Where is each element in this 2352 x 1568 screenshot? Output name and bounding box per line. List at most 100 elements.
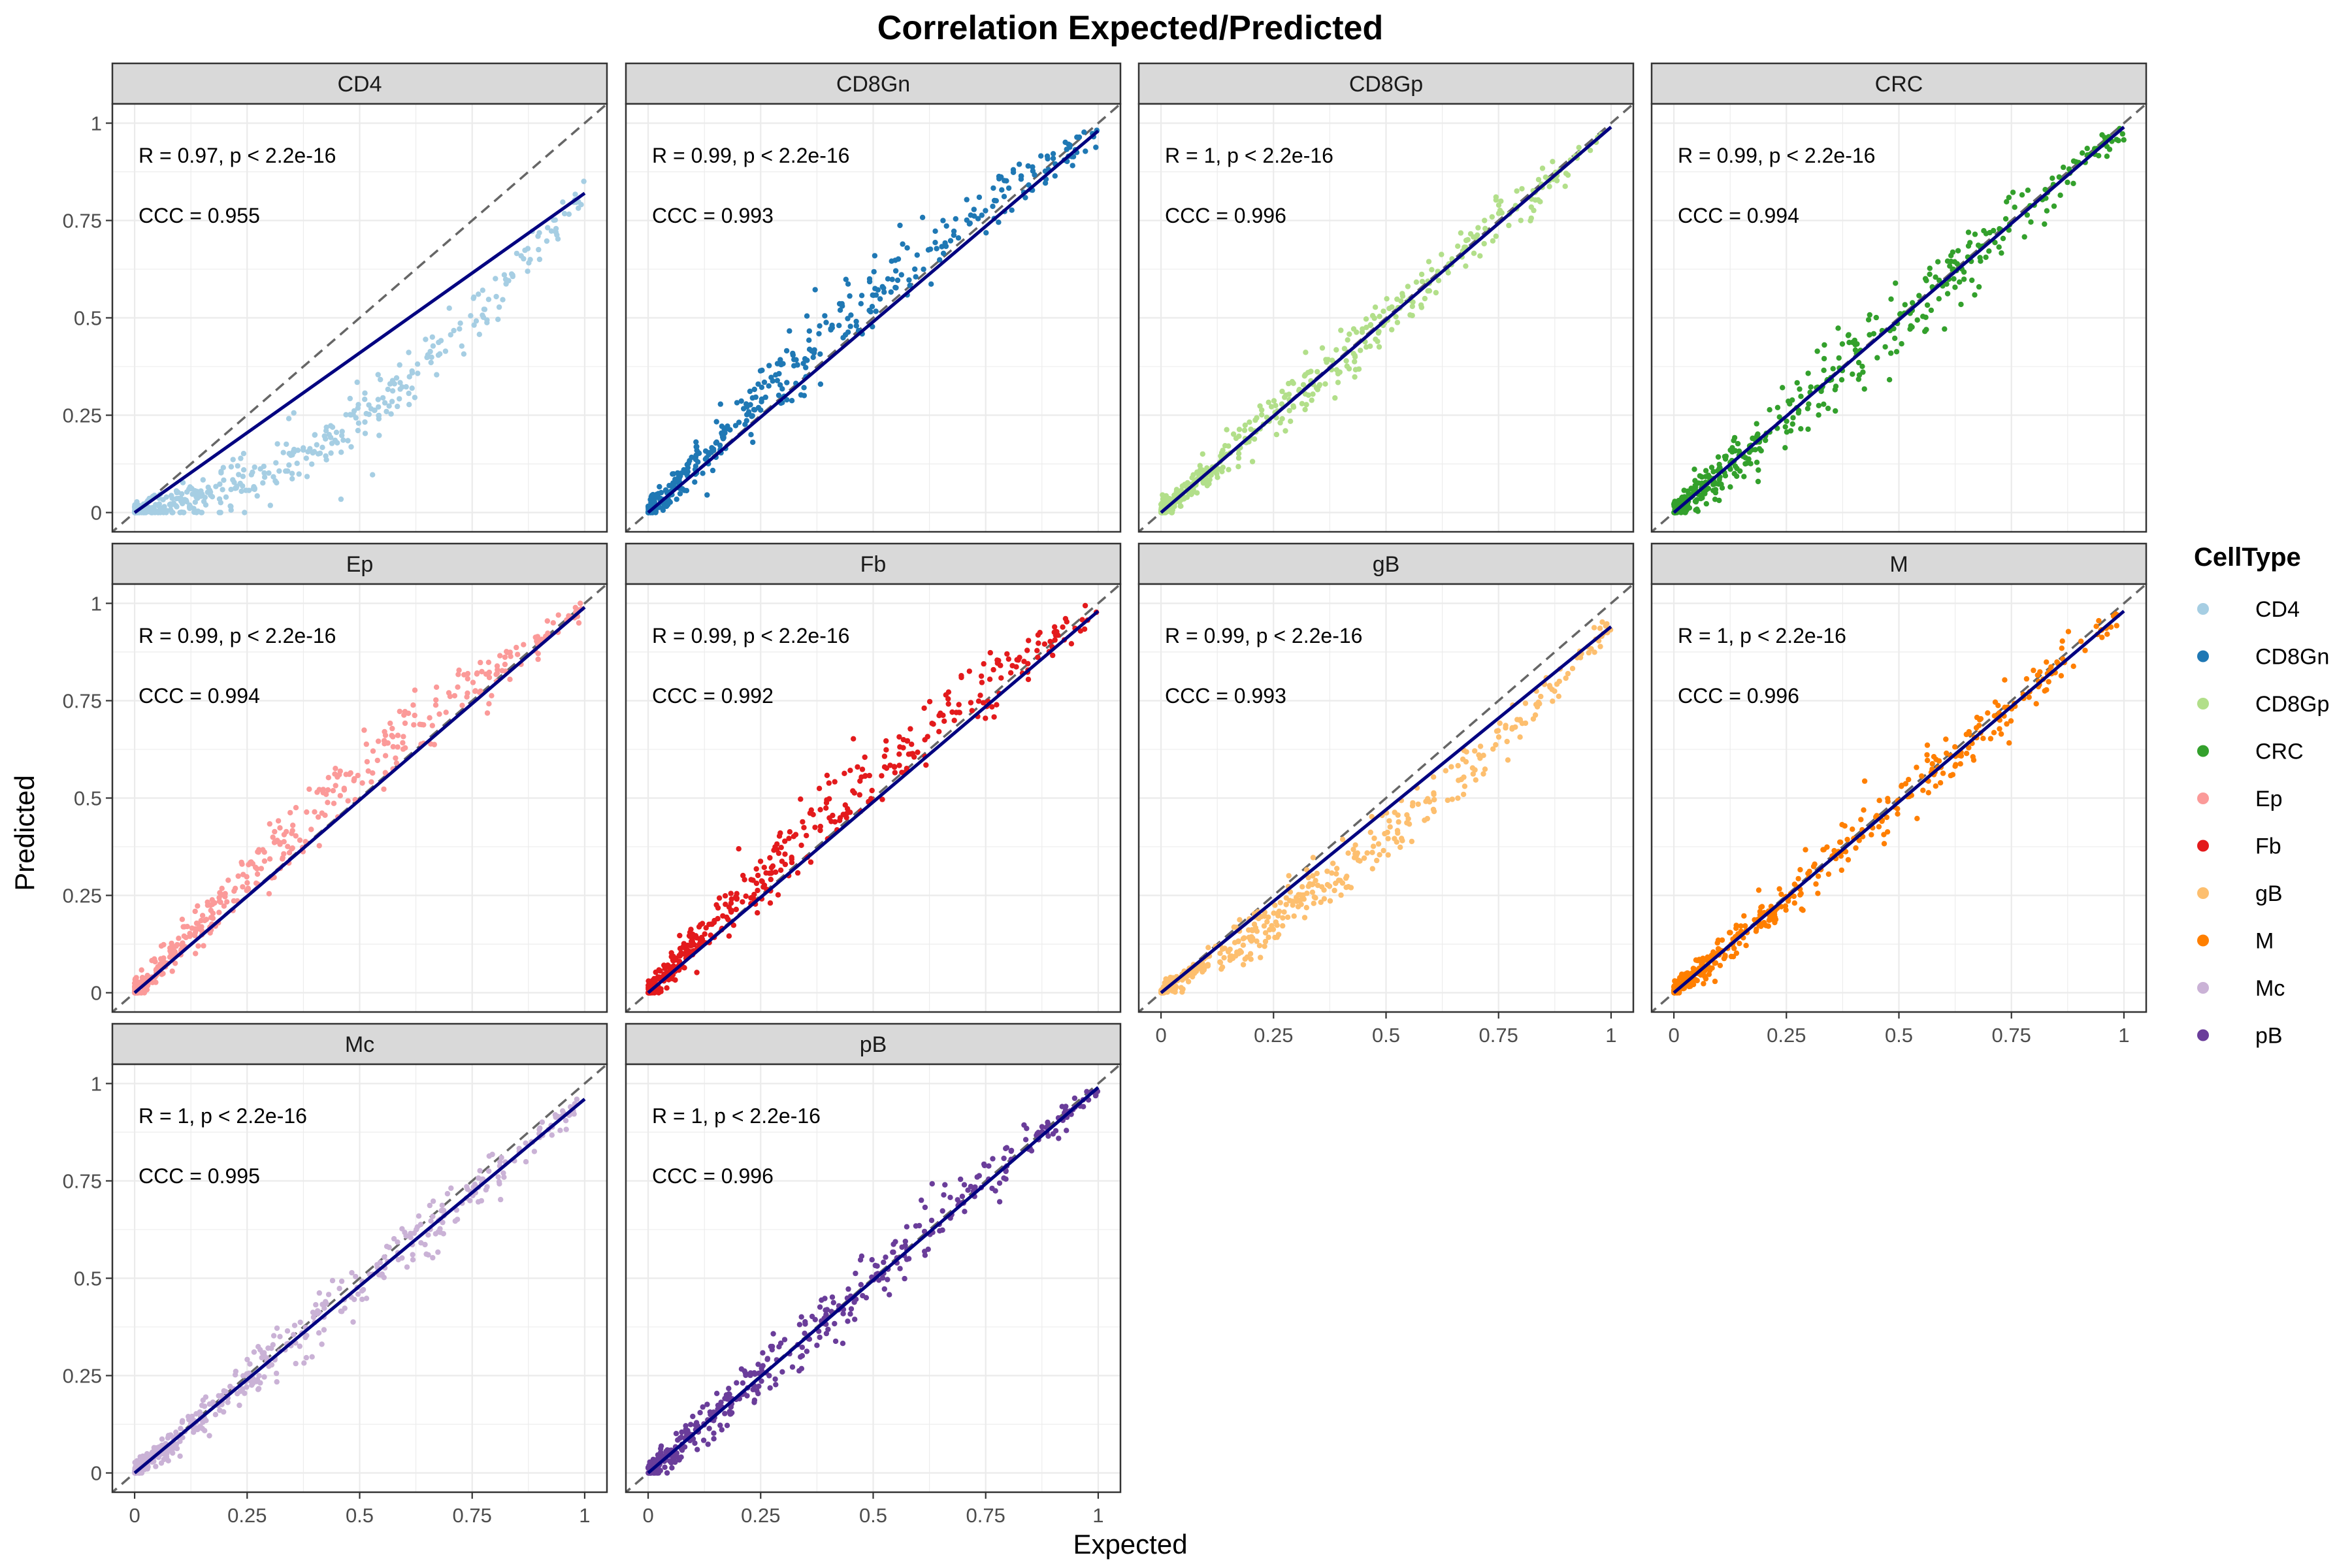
data-point — [1460, 791, 1467, 798]
data-point — [717, 401, 724, 407]
data-point — [674, 479, 679, 485]
data-point — [670, 964, 676, 970]
data-point — [839, 301, 845, 307]
data-point — [350, 1319, 356, 1325]
data-point — [1953, 762, 1959, 768]
data-point — [277, 825, 283, 831]
legend-label: Ep — [2255, 787, 2283, 811]
data-point — [1885, 796, 1891, 802]
data-point — [700, 470, 706, 476]
data-point — [1821, 367, 1827, 373]
data-point — [1374, 857, 1380, 864]
data-point — [1244, 954, 1250, 960]
data-point — [2012, 204, 2017, 210]
data-point — [1050, 652, 1056, 659]
data-point — [1876, 824, 1882, 830]
data-point — [1272, 902, 1278, 908]
data-point — [757, 858, 764, 864]
data-point — [1736, 448, 1742, 454]
data-point — [1680, 976, 1686, 982]
data-point — [550, 620, 556, 626]
data-point — [2000, 235, 2006, 242]
data-point — [928, 281, 934, 287]
data-point — [1290, 380, 1296, 386]
data-point — [536, 1126, 542, 1133]
data-point — [779, 386, 785, 392]
data-point — [1782, 445, 1788, 451]
data-point — [1305, 875, 1311, 881]
data-point — [1038, 153, 1044, 159]
data-point — [139, 967, 144, 973]
data-point — [274, 1325, 280, 1331]
data-point — [1345, 850, 1351, 857]
data-point — [245, 886, 252, 892]
data-point — [1339, 836, 1346, 843]
data-point — [496, 304, 502, 310]
data-point — [242, 1390, 248, 1396]
data-point — [774, 847, 780, 853]
data-point — [1344, 874, 1350, 879]
strip-label: pB — [860, 1032, 887, 1057]
data-point — [410, 1252, 416, 1258]
y-tick-label: 0.25 — [63, 404, 102, 427]
data-point — [1050, 151, 1056, 157]
data-point — [1922, 329, 1928, 335]
data-point — [486, 669, 493, 676]
data-point — [974, 1174, 980, 1180]
data-point — [956, 702, 962, 708]
data-point — [806, 328, 813, 334]
data-point — [1219, 964, 1226, 970]
data-point — [722, 1396, 728, 1401]
data-point — [1335, 877, 1342, 883]
data-point — [751, 891, 757, 898]
data-point — [144, 1451, 150, 1457]
data-point — [1022, 1137, 1029, 1143]
data-point — [941, 1192, 947, 1198]
data-point — [1936, 296, 1942, 302]
data-point — [1410, 299, 1416, 305]
data-point — [1597, 625, 1603, 631]
data-point — [1273, 402, 1279, 408]
data-point — [210, 910, 216, 917]
data-point — [1249, 459, 1256, 465]
data-point — [335, 440, 340, 446]
data-point — [274, 1379, 280, 1385]
data-point — [1480, 771, 1486, 777]
data-point — [1369, 866, 1375, 872]
data-point — [388, 411, 394, 417]
data-point — [359, 1296, 365, 1303]
data-point — [1741, 913, 1747, 919]
data-point — [475, 1199, 482, 1205]
data-point — [1225, 949, 1232, 955]
data-point — [1481, 240, 1487, 247]
data-point — [2021, 234, 2027, 240]
data-point — [1313, 877, 1318, 884]
data-point — [1928, 307, 1935, 314]
data-point — [798, 842, 804, 849]
data-point — [1077, 628, 1084, 634]
data-point — [1385, 852, 1391, 858]
data-point — [501, 1174, 507, 1181]
data-point — [1518, 218, 1524, 223]
data-point — [1708, 465, 1715, 470]
data-point — [293, 1360, 299, 1367]
x-tick-label: 0.5 — [1372, 1024, 1400, 1047]
data-point — [1318, 899, 1324, 906]
data-point — [325, 800, 331, 806]
data-point — [1413, 279, 1420, 285]
data-point — [897, 744, 903, 750]
data-point — [989, 704, 995, 710]
data-point — [364, 759, 370, 765]
regression-line — [647, 1086, 1100, 1475]
data-point — [1462, 244, 1467, 250]
data-point — [1371, 835, 1377, 841]
data-point — [1324, 359, 1330, 365]
data-point — [203, 502, 209, 508]
data-point — [688, 1422, 694, 1428]
data-point — [711, 1409, 717, 1415]
data-point — [1290, 898, 1296, 904]
data-point — [1303, 402, 1309, 408]
data-point — [301, 1360, 307, 1366]
data-point — [224, 899, 230, 905]
data-point — [873, 292, 879, 298]
